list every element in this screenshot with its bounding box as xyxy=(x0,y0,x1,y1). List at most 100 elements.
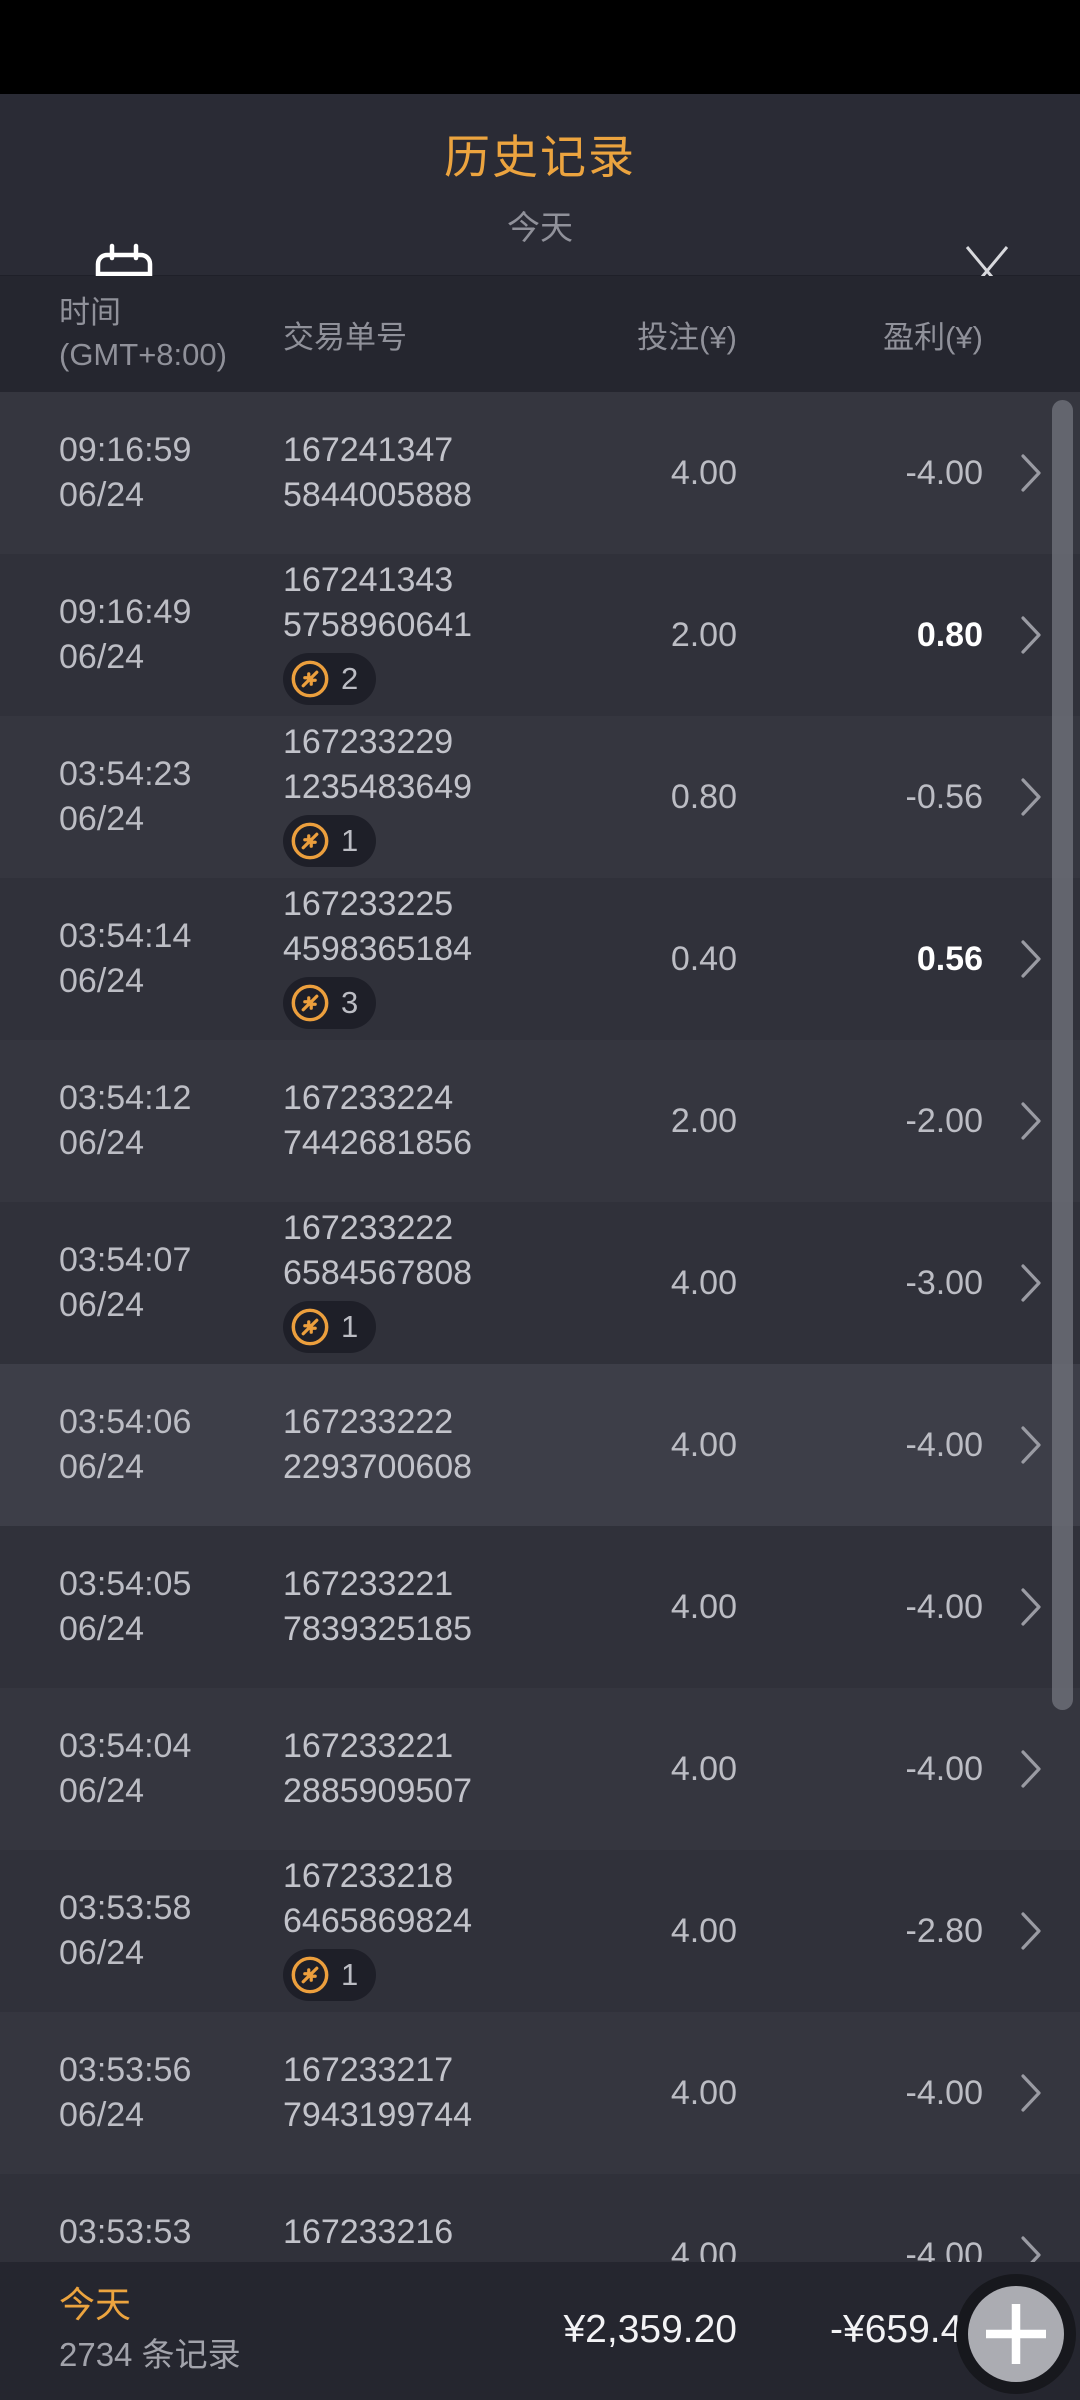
converge-arrows-icon xyxy=(291,984,329,1022)
page-subtitle: 今天 xyxy=(507,208,573,246)
table-row[interactable]: 03:53:58 06/24 167233218 6465869824 1 4.00… xyxy=(0,1850,1080,2012)
row-time: 03:54:23 06/24 xyxy=(59,755,192,838)
row-profit: -2.00 xyxy=(905,1101,984,1140)
row-order-number: 167233221 7839325185 xyxy=(283,1565,473,1648)
row-bet: 2.00 xyxy=(670,1101,737,1140)
row-profit: -4.00 xyxy=(905,2073,984,2112)
row-order-number: 167233225 4598365184 3 xyxy=(283,882,513,1036)
row-detail-button[interactable] xyxy=(983,777,1080,817)
row-time: 03:53:58 06/24 xyxy=(59,1889,192,1972)
copy-count-badge: 1 xyxy=(283,1949,377,2001)
row-order-number: 167233216 xyxy=(283,2213,454,2251)
summary-period: 今天 xyxy=(59,2284,132,2325)
status-bar xyxy=(0,0,1080,94)
chevron-right-icon xyxy=(1021,940,1041,978)
summary-record-count: 2734 条记录 xyxy=(59,2336,241,2373)
table-row[interactable]: 03:54:07 06/24 167233222 6584567808 1 4.00… xyxy=(0,1202,1080,1364)
chevron-right-icon xyxy=(1021,616,1041,654)
row-profit: 0.80 xyxy=(916,615,983,654)
row-profit: -4.00 xyxy=(905,453,984,492)
copy-count-badge: 1 xyxy=(283,815,377,867)
row-order-number: 167233222 6584567808 1 xyxy=(283,1206,513,1360)
table-row[interactable]: 03:54:23 06/24 167233229 1235483649 1 0.80… xyxy=(0,716,1080,878)
row-bet: 4.00 xyxy=(670,1911,737,1950)
history-list: 09:16:59 06/24 167241347 5844005888 4.00 -… xyxy=(0,392,1080,2262)
row-order-number: 167233218 6465869824 1 xyxy=(283,1854,513,2008)
row-order-number: 167241347 5844005888 xyxy=(283,431,473,514)
row-bet: 0.40 xyxy=(670,939,737,978)
table-row[interactable]: 03:54:12 06/24 167233224 7442681856 2.00 -… xyxy=(0,1040,1080,1202)
table-row[interactable]: 03:54:05 06/24 167233221 7839325185 4.00 -… xyxy=(0,1526,1080,1688)
row-bet: 2.00 xyxy=(670,615,737,654)
row-detail-button[interactable] xyxy=(983,2235,1080,2262)
row-profit: -2.80 xyxy=(905,1911,984,1950)
page-title: 历史记录 xyxy=(444,130,636,183)
row-order-number: 167233217 7943199744 xyxy=(283,2051,473,2134)
row-order-number: 167241343 5758960641 2 xyxy=(283,558,513,712)
row-bet: 4.00 xyxy=(670,1587,737,1626)
row-detail-button[interactable] xyxy=(983,1587,1080,1627)
table-row[interactable]: 09:16:49 06/24 167241343 5758960641 2 2.00… xyxy=(0,554,1080,716)
table-header: 时间 (GMT+8:00) 交易单号 投注(¥) 盈利(¥) xyxy=(0,276,1080,392)
row-profit: -4.00 xyxy=(905,1749,984,1788)
table-row[interactable]: 03:54:06 06/24 167233222 2293700608 4.00 -… xyxy=(0,1364,1080,1526)
table-row[interactable]: 03:54:14 06/24 167233225 4598365184 3 0.40… xyxy=(0,878,1080,1040)
column-header-profit: 盈利(¥) xyxy=(883,319,983,355)
summary-total-bet: ¥2,359.20 xyxy=(563,2308,737,2351)
row-bet: 4.00 xyxy=(670,2073,737,2112)
row-bet: 4.00 xyxy=(670,1263,737,1302)
column-header-order: 交易单号 xyxy=(283,319,407,355)
row-time: 03:53:53 xyxy=(59,2213,192,2251)
chevron-right-icon xyxy=(1021,454,1041,492)
row-time: 03:53:56 06/24 xyxy=(59,2051,192,2134)
row-order-number: 167233221 2885909507 xyxy=(283,1727,473,1810)
row-bet: 0.80 xyxy=(670,777,737,816)
header-bar: 历史记录 今天 xyxy=(0,94,1080,308)
chevron-right-icon xyxy=(1021,1102,1041,1140)
row-time: 03:54:07 06/24 xyxy=(59,1241,192,1324)
plus-icon xyxy=(986,2304,1046,2364)
row-time: 09:16:59 06/24 xyxy=(59,431,192,514)
column-header-bet: 投注(¥) xyxy=(637,319,737,355)
add-button[interactable] xyxy=(956,2274,1076,2394)
row-bet: 4.00 xyxy=(670,2235,737,2263)
row-time: 03:54:12 06/24 xyxy=(59,1079,192,1162)
converge-arrows-icon xyxy=(291,660,329,698)
summary-bar: 今天 2734 条记录 ¥2,359.20 -¥659.46 xyxy=(0,2262,1080,2400)
row-order-number: 167233222 2293700608 xyxy=(283,1403,473,1486)
copy-count-badge: 1 xyxy=(283,1301,377,1353)
copy-count-badge: 3 xyxy=(283,977,377,1029)
row-profit: 0.56 xyxy=(916,939,983,978)
chevron-right-icon xyxy=(1021,1588,1041,1626)
row-profit: -4.00 xyxy=(905,1587,984,1626)
row-detail-button[interactable] xyxy=(983,1911,1080,1951)
row-detail-button[interactable] xyxy=(983,1263,1080,1303)
chevron-right-icon xyxy=(1021,2236,1041,2262)
table-row[interactable]: 03:53:53 167233216 4.00 -4.00 xyxy=(0,2174,1080,2262)
row-detail-button[interactable] xyxy=(983,1425,1080,1465)
row-order-number: 167233224 7442681856 xyxy=(283,1079,473,1162)
row-profit: -4.00 xyxy=(905,1425,984,1464)
table-row[interactable]: 03:53:56 06/24 167233217 7943199744 4.00 -… xyxy=(0,2012,1080,2174)
row-detail-button[interactable] xyxy=(983,615,1080,655)
converge-arrows-icon xyxy=(291,822,329,860)
chevron-right-icon xyxy=(1021,2074,1041,2112)
scrollbar-thumb[interactable] xyxy=(1052,400,1073,1710)
row-detail-button[interactable] xyxy=(983,939,1080,979)
row-detail-button[interactable] xyxy=(983,1749,1080,1789)
row-detail-button[interactable] xyxy=(983,2073,1080,2113)
row-detail-button[interactable] xyxy=(983,453,1080,493)
chevron-right-icon xyxy=(1021,1426,1041,1464)
row-detail-button[interactable] xyxy=(983,1101,1080,1141)
chevron-right-icon xyxy=(1021,1912,1041,1950)
table-row[interactable]: 03:54:04 06/24 167233221 2885909507 4.00 -… xyxy=(0,1688,1080,1850)
row-order-number: 167233229 1235483649 1 xyxy=(283,720,513,874)
table-row[interactable]: 09:16:59 06/24 167241347 5844005888 4.00 -… xyxy=(0,392,1080,554)
row-time: 03:54:06 06/24 xyxy=(59,1403,192,1486)
row-time: 09:16:49 06/24 xyxy=(59,593,192,676)
chevron-right-icon xyxy=(1021,1750,1041,1788)
row-bet: 4.00 xyxy=(670,1425,737,1464)
row-profit: -4.00 xyxy=(905,2235,984,2263)
chevron-right-icon xyxy=(1021,1264,1041,1302)
row-time: 03:54:05 06/24 xyxy=(59,1565,192,1648)
